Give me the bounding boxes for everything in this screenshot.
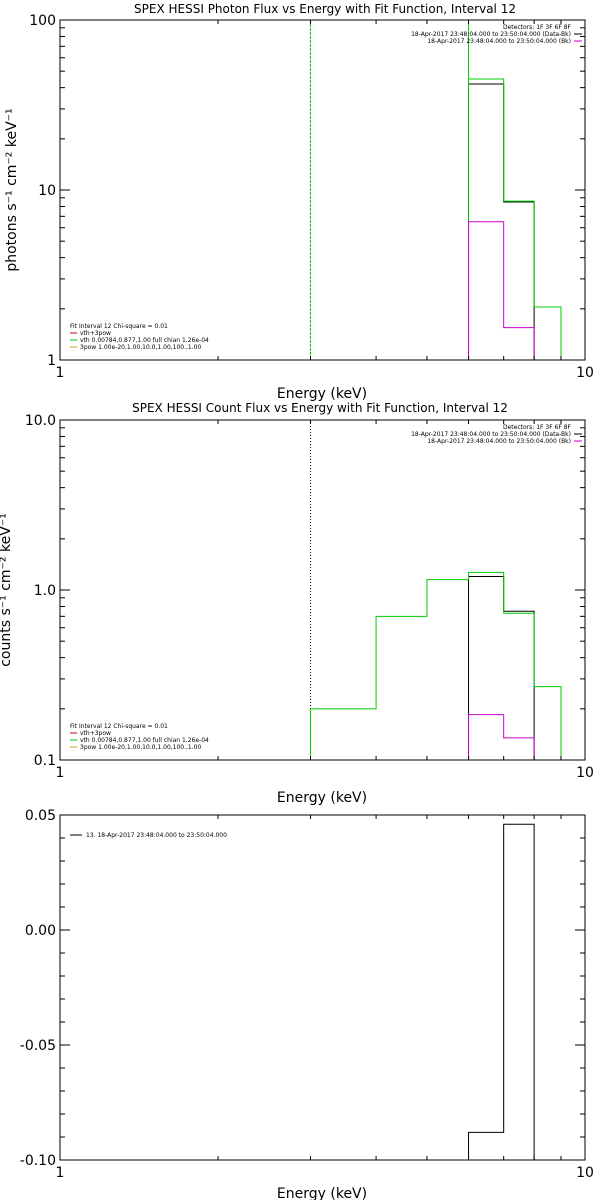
legend-bottom-left: Fit Interval 12 Chi-square = 0.01vth+3po… [70, 723, 209, 751]
legend-entry-text: 18-Apr-2017 23:48:04.000 to 23:50:04.000… [427, 38, 571, 45]
legend-entry-text: Fit Interval 12 Chi-square = 0.01 [70, 723, 168, 730]
legend-entry-text: Detectors: 1F 3F 6F 8F [503, 424, 572, 431]
y-tick-label: -0.05 [20, 1038, 56, 1054]
legend-entry-text: 3pow 1.00e-20,1.00,10.0,1.00,100.,1.00 [80, 344, 201, 351]
y-tick-label: -0.10 [20, 1153, 56, 1169]
legend-entry-text: 18-Apr-2017 23:48:04.000 to 23:50:04.000… [411, 31, 571, 38]
chart-title: SPEX HESSI Count Flux vs Energy with Fit… [132, 401, 508, 415]
series-2-step-line [468, 221, 535, 360]
legend-entry-text: Detectors: 1F 3F 6F 8F [503, 24, 572, 31]
legend-entry-text: vth 0.00784,0.877,1.00 full chian 1.26e-… [80, 337, 209, 344]
plot-area: 1 10 -0.10 -0.05 0.00 0.05 13. 18-Apr-2017 23:… [20, 808, 594, 1181]
legend-entry-text: 18-Apr-2017 23:48:04.000 to 23:50:04.000… [411, 431, 571, 438]
plot-area: 1 100.11.010.0 Detectors: 1F 3F 6F 8F18-Ap… [25, 413, 594, 781]
x-axis-ticks: 1 10 [56, 20, 594, 381]
series-0-step-line [468, 823, 535, 1160]
y-axis-label: counts s⁻¹ cm⁻² keV⁻¹ [0, 513, 14, 667]
series-group [309, 20, 562, 360]
y-tick-label: 1 [47, 353, 56, 369]
plot-frame [59, 19, 586, 361]
x-axis-label: Energy (keV) [277, 1186, 367, 1200]
legend-entry-text: 18-Apr-2017 23:48:04.000 to 23:50:04.000… [427, 438, 571, 445]
photon-flux-panel: SPEX HESSI Photon Flux vs Energy with Fi… [4, 2, 594, 402]
x-axis-label: Energy (keV) [277, 790, 367, 806]
legend-entry-text: 13. 18-Apr-2017 23:48:04.000 to 23:50:04… [86, 832, 227, 839]
residuals-panel: Energy (keV) 1 10 -0.10 -0.05 0.00 0.05 13. 18… [20, 808, 594, 1200]
series-1-step-line [468, 20, 562, 360]
legend-bottom-left: Fit Interval 12 Chi-square = 0.01vth+3po… [70, 323, 209, 351]
y-axis-ticks: 1 10 100 [29, 13, 585, 369]
chart-title: SPEX HESSI Photon Flux vs Energy with Fi… [134, 2, 516, 16]
series-1-step-line [309, 571, 562, 760]
x-tick-label: 1 [56, 1165, 65, 1181]
y-tick-label: 1.0 [34, 583, 56, 599]
plot-frame [59, 419, 586, 761]
legend-top-left: 13. 18-Apr-2017 23:48:04.000 to 23:50:04… [70, 832, 227, 839]
legend-entry-text: vth+3pow [80, 730, 111, 737]
x-axis-label: Energy (keV) [277, 386, 367, 402]
y-tick-label: 0.1 [34, 753, 56, 769]
legend-entry-text: vth+3pow [80, 330, 111, 337]
x-tick-label: 1 [56, 365, 65, 381]
x-tick-label: 10 [576, 365, 594, 381]
x-axis-ticks: 1 10 [56, 815, 594, 1181]
x-tick-label: 1 [56, 765, 65, 781]
series-group [468, 823, 535, 1160]
series-group [309, 420, 562, 760]
y-tick-label: 0.05 [25, 808, 56, 824]
legend-entry-text: 3pow 1.00e-20,1.00,10.0,1.00,100.,1.00 [80, 744, 201, 751]
legend-entry-text: Fit Interval 12 Chi-square = 0.01 [70, 323, 168, 330]
y-axis-ticks: -0.10 -0.05 0.00 0.05 [20, 808, 585, 1169]
y-tick-label: 100 [29, 13, 56, 29]
x-tick-label: 10 [576, 1165, 594, 1181]
series-2-step-line [468, 714, 535, 760]
y-tick-label: 0.00 [25, 923, 56, 939]
legend-entry-text: vth 0.00784,0.877,1.00 full chian 1.26e-… [80, 737, 209, 744]
y-tick-label: 10.0 [25, 413, 56, 429]
count-flux-panel: SPEX HESSI Count Flux vs Energy with Fit… [0, 401, 594, 806]
plot-frame [59, 814, 586, 1161]
y-tick-label: 10 [38, 183, 56, 199]
x-tick-label: 10 [576, 765, 594, 781]
y-axis-label: photons s⁻¹ cm⁻² keV⁻¹ [4, 108, 20, 271]
series-0-step-line [468, 576, 535, 760]
y-axis-ticks: 0.1 1.0 10.0 [25, 413, 585, 769]
